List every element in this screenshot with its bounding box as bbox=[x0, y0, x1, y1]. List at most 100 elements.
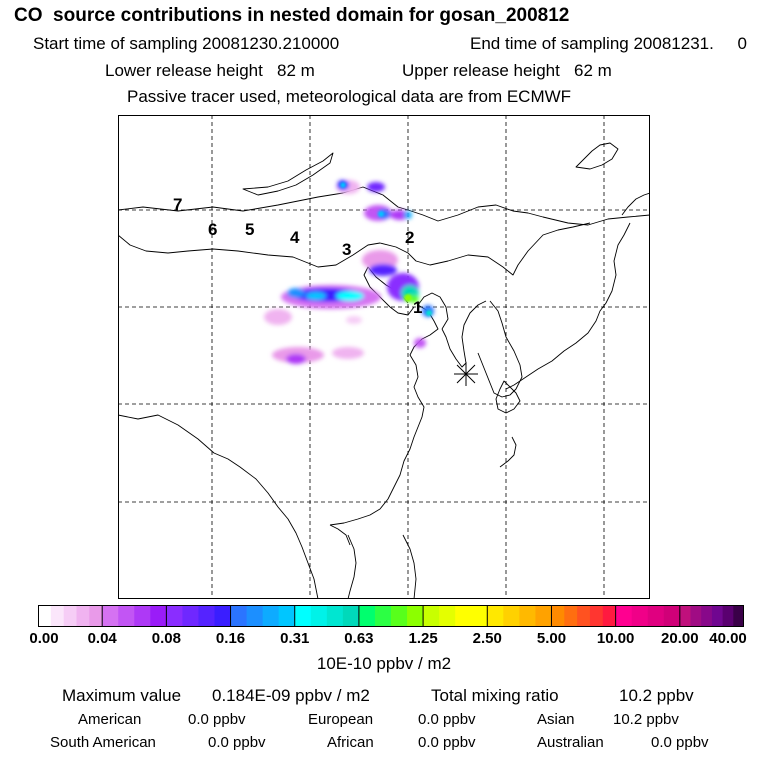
color-tick-label: 20.00 bbox=[661, 630, 699, 647]
color-swatch bbox=[246, 605, 264, 627]
color-tick-label: 40.00 bbox=[709, 630, 747, 647]
color-swatch bbox=[214, 605, 232, 627]
color-swatch bbox=[391, 605, 408, 627]
plume-core bbox=[378, 211, 384, 217]
height-label: 7 bbox=[173, 195, 182, 214]
color-tick-label: 5.00 bbox=[536, 630, 567, 647]
total-mixing-value: 10.2 ppbv bbox=[619, 686, 694, 705]
plume-patch bbox=[306, 292, 326, 300]
color-swatch bbox=[89, 605, 103, 627]
plume-patch bbox=[332, 347, 364, 359]
indochina-coast bbox=[402, 534, 417, 599]
color-swatch bbox=[602, 605, 617, 627]
color-swatch bbox=[294, 605, 312, 627]
height-label: 2 bbox=[405, 228, 414, 247]
color-swatch bbox=[679, 605, 692, 627]
color-swatch bbox=[711, 605, 724, 627]
color-swatch bbox=[535, 605, 552, 627]
japan-honshu bbox=[505, 222, 631, 390]
color-swatch bbox=[63, 605, 78, 627]
vietnam-coast bbox=[347, 534, 357, 599]
region-value: 0.0 ppbv bbox=[651, 734, 709, 751]
color-swatch bbox=[407, 605, 424, 627]
color-tick-label: 2.50 bbox=[472, 630, 502, 647]
lower-release-label: Lower release height 82 m bbox=[105, 61, 315, 80]
plume-core bbox=[426, 310, 432, 316]
leizhou-coast bbox=[329, 524, 351, 546]
color-tick-label: 0.08 bbox=[151, 630, 181, 647]
color-swatch bbox=[690, 605, 702, 627]
color-swatch bbox=[455, 605, 472, 627]
region-value: 0.0 ppbv bbox=[188, 711, 246, 728]
tracer-plume bbox=[264, 180, 434, 364]
color-swatch bbox=[487, 605, 504, 627]
color-swatch bbox=[342, 605, 360, 627]
color-swatch bbox=[503, 605, 520, 627]
plume-patch bbox=[264, 309, 292, 325]
height-label: 4 bbox=[290, 228, 300, 247]
color-tick-label: 1.25 bbox=[408, 630, 438, 647]
map-coastlines bbox=[118, 142, 650, 599]
south-border bbox=[118, 414, 319, 599]
korea-west bbox=[417, 292, 449, 330]
hokkaido-coast bbox=[621, 192, 650, 216]
map-canvas: 1 2 3 4 5 6 7 bbox=[118, 115, 650, 599]
tracer-note: Passive tracer used, meteorological data… bbox=[127, 87, 572, 106]
color-swatch bbox=[358, 605, 376, 627]
end-time-label: End time of sampling 20081231. 0 bbox=[470, 34, 747, 53]
color-swatch bbox=[230, 605, 248, 627]
plume-patch bbox=[287, 288, 305, 298]
color-tick-label: 0.16 bbox=[215, 630, 246, 647]
color-tick-label: 0.04 bbox=[87, 630, 117, 647]
color-swatch bbox=[631, 605, 649, 627]
color-swatch bbox=[38, 605, 52, 627]
mongolia-border bbox=[118, 222, 591, 276]
region-name: European bbox=[308, 711, 374, 728]
color-swatch bbox=[733, 605, 744, 627]
color-swatch bbox=[326, 605, 344, 627]
plume-patch bbox=[336, 291, 364, 301]
color-swatch bbox=[198, 605, 215, 627]
color-swatch bbox=[615, 605, 633, 627]
color-swatch bbox=[166, 605, 183, 627]
japan-kyushu bbox=[495, 380, 521, 414]
color-swatch bbox=[722, 605, 734, 627]
upper-release-label: Upper release height 62 m bbox=[402, 61, 612, 80]
color-tick-label: 10.00 bbox=[596, 630, 635, 647]
region-name: South American bbox=[50, 734, 156, 751]
height-label: 6 bbox=[208, 220, 217, 239]
plume-patch bbox=[346, 316, 362, 324]
max-value: 0.184E-09 ppbv / m2 bbox=[212, 686, 370, 705]
start-time-label: Start time of sampling 20081230.210000 bbox=[33, 34, 340, 53]
plume-patch bbox=[414, 338, 426, 348]
page-title: CO source contributions in nested domain… bbox=[14, 5, 570, 26]
color-swatch bbox=[134, 605, 151, 627]
color-bar-border bbox=[38, 605, 744, 627]
color-swatch bbox=[663, 605, 681, 627]
color-swatch bbox=[150, 605, 167, 627]
max-value-label: Maximum value bbox=[62, 686, 182, 705]
color-tick-label: 0.63 bbox=[344, 630, 374, 647]
china-east-coast bbox=[329, 304, 439, 526]
region-value: 0.0 ppbv bbox=[418, 734, 476, 751]
color-tick-label: 0.31 bbox=[280, 630, 310, 647]
color-swatch bbox=[423, 605, 440, 627]
color-swatch bbox=[589, 605, 604, 627]
baikal-lake bbox=[242, 152, 334, 196]
height-label: 5 bbox=[245, 220, 254, 239]
color-swatch bbox=[551, 605, 565, 627]
plume-patch bbox=[369, 264, 397, 276]
plume-cores bbox=[340, 182, 432, 316]
color-swatch bbox=[310, 605, 328, 627]
region-value: 10.2 ppbv bbox=[613, 711, 679, 728]
region-name: African bbox=[327, 734, 374, 751]
color-scale-bar bbox=[38, 605, 744, 627]
height-label: 1 bbox=[413, 298, 422, 317]
color-swatch bbox=[647, 605, 665, 627]
color-swatch bbox=[278, 605, 296, 627]
korea-east bbox=[477, 300, 523, 398]
map-panel: 1 2 3 4 5 6 7 bbox=[118, 115, 650, 599]
color-swatch bbox=[471, 605, 488, 627]
korea-peninsula bbox=[441, 300, 487, 368]
region-value: 0.0 ppbv bbox=[418, 711, 476, 728]
